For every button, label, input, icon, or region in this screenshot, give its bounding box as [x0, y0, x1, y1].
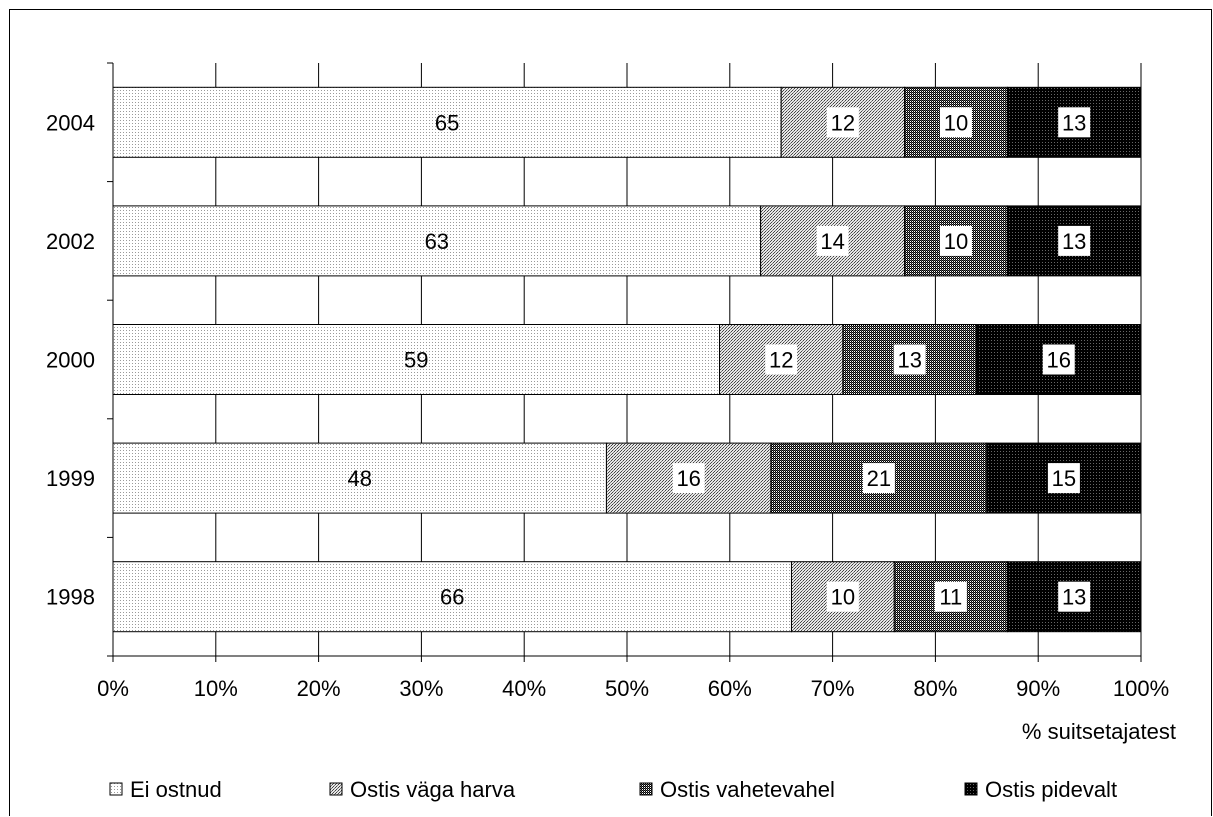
data-label-bg	[939, 225, 972, 256]
data-label: 21	[867, 466, 891, 491]
bar-segment	[112, 442, 607, 514]
data-label-bg	[826, 581, 859, 612]
legend-swatch	[964, 782, 978, 796]
legend-swatch	[329, 782, 343, 796]
legend-label: Ostis vahetevahel	[660, 777, 835, 802]
data-label-bg	[1047, 463, 1080, 494]
data-label: 48	[347, 466, 371, 491]
bar-segment	[112, 205, 762, 277]
x-axis-title: % suitsetajatest	[1022, 719, 1176, 744]
x-tick-label: 100%	[1113, 676, 1169, 701]
data-label: 11	[939, 585, 962, 610]
legend-label: Ostis väga harva	[350, 777, 516, 802]
data-label-bg	[765, 344, 798, 375]
data-label-bg	[1058, 107, 1091, 138]
x-tick-label: 90%	[1016, 676, 1060, 701]
x-tick-label: 60%	[708, 676, 752, 701]
data-label: 14	[820, 229, 844, 254]
data-label: 12	[831, 110, 855, 135]
data-label-bg	[672, 463, 705, 494]
bar-segment	[112, 324, 721, 395]
data-label-bg	[826, 107, 859, 138]
legend: Ei ostnud Ostis väga harva Ostis vahetevah…	[109, 777, 1117, 802]
data-label-bg	[1042, 344, 1075, 375]
category-label: 1998	[46, 585, 95, 610]
data-label: 13	[1062, 585, 1086, 610]
data-label: 63	[425, 229, 449, 254]
data-label-bg	[1058, 225, 1091, 256]
category-label: 1999	[46, 466, 95, 491]
x-tick-label: 40%	[502, 676, 546, 701]
data-label-bg	[893, 344, 926, 375]
category-label: 2000	[46, 348, 95, 373]
data-label: 13	[897, 348, 921, 373]
x-tick-label: 70%	[811, 676, 855, 701]
data-label: 10	[944, 110, 968, 135]
legend-swatch	[109, 782, 123, 796]
labels: 0% 10% 20% 30% 40% 50% 60% 70% 80% 90% 100% 2004 65 1…	[46, 107, 1169, 701]
data-label: 16	[1047, 348, 1071, 373]
x-tick-label: 30%	[399, 676, 443, 701]
x-tick-label: 50%	[605, 676, 649, 701]
axes	[107, 62, 1142, 662]
legend-label: Ei ostnud	[130, 777, 222, 802]
data-label: 13	[1062, 229, 1086, 254]
data-label-bg	[939, 107, 972, 138]
data-label: 66	[440, 585, 464, 610]
legend-swatch	[639, 782, 653, 796]
data-label-bg	[816, 225, 849, 256]
data-label: 12	[769, 348, 793, 373]
x-tick-label: 0%	[97, 676, 129, 701]
data-label: 13	[1062, 110, 1086, 135]
data-label: 59	[404, 348, 428, 373]
bars	[112, 86, 1142, 633]
data-label: 65	[435, 110, 459, 135]
data-label: 10	[831, 585, 855, 610]
data-label-bg	[934, 581, 967, 612]
data-label: 15	[1052, 466, 1076, 491]
bar-segment	[112, 561, 792, 633]
data-label: 16	[676, 466, 700, 491]
data-label-bg	[862, 463, 895, 494]
x-tick-label: 20%	[297, 676, 341, 701]
category-label: 2004	[46, 110, 95, 135]
category-label: 2002	[46, 229, 95, 254]
data-label-bg	[1058, 581, 1091, 612]
legend-label: Ostis pidevalt	[985, 777, 1117, 802]
data-label: 10	[944, 229, 968, 254]
x-tick-label: 80%	[913, 676, 957, 701]
x-tick-label: 10%	[194, 676, 238, 701]
